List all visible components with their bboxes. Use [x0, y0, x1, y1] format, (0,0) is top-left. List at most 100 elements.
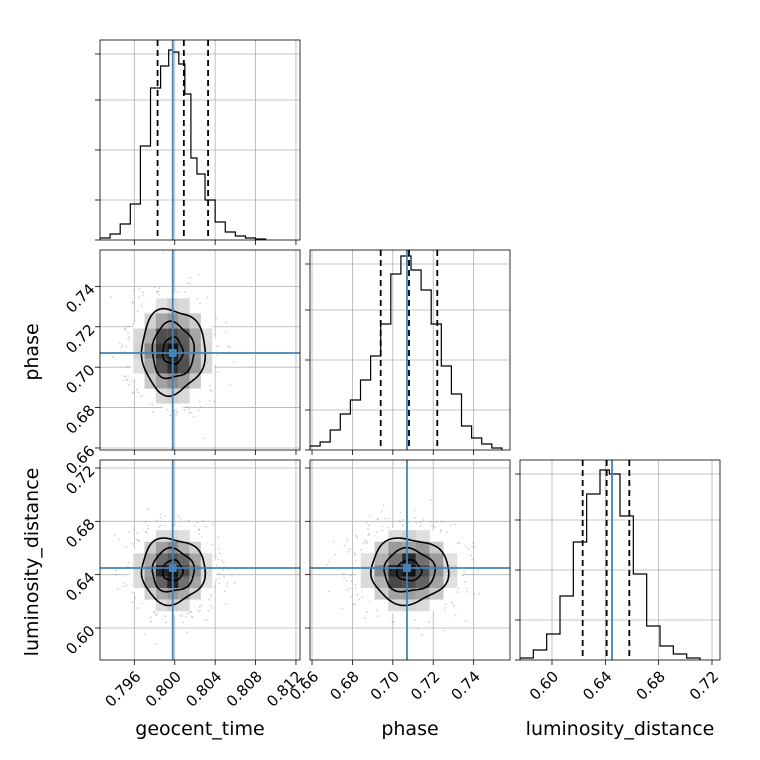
panel-geocent-time-vs-luminosity-distance-density-cell — [189, 564, 201, 577]
panel-geocent-time-vs-phase-sample-point — [124, 375, 127, 378]
panel-phase-vs-luminosity-distance-sample-point — [380, 510, 383, 513]
panel-phase-vs-luminosity-distance-sample-point — [387, 526, 390, 529]
panel-geocent-time-vs-luminosity-distance-density-cell — [178, 576, 190, 589]
panel-geocent-time-vs-phase-sample-point — [128, 336, 131, 338]
panel-geocent-time-vs-luminosity-distance-sample-point — [222, 568, 224, 571]
panel-geocent-time-vs-luminosity-distance-sample-point — [223, 575, 225, 578]
panel-geocent-time-vs-luminosity-distance-sample-point — [182, 621, 185, 624]
panel-phase-vs-luminosity-distance-sample-point — [439, 528, 442, 531]
panel-phase-vs-luminosity-distance-sample-point — [352, 603, 355, 606]
hist-luminosity-distance-frame — [519, 459, 721, 661]
panel-phase-vs-luminosity-distance-density-cell — [388, 576, 403, 589]
panel-geocent-time-vs-luminosity-distance-sample-point — [136, 532, 139, 534]
panel-geocent-time-vs-phase-sample-point — [208, 399, 211, 402]
panel-phase-vs-luminosity-distance-sample-point — [477, 569, 480, 572]
panel-phase-vs-luminosity-distance-density-cell — [374, 541, 389, 554]
panel-geocent-time-vs-phase-density-cell — [178, 343, 190, 359]
panel-geocent-time-vs-luminosity-distance-sample-point — [201, 520, 204, 522]
panel-phase-vs-luminosity-distance-sample-point — [326, 563, 328, 566]
panel-phase-vs-luminosity-distance-sample-point — [398, 520, 401, 523]
panel-phase-vs-luminosity-distance-density-cell — [388, 530, 403, 542]
panel-phase-vs-luminosity-distance-sample-point — [366, 611, 369, 614]
panel-phase-vs-luminosity-distance-sample-point — [453, 523, 456, 525]
panel-phase-vs-luminosity-distance-sample-point — [361, 596, 364, 599]
panel-phase-vs-luminosity-distance-density-cell — [443, 576, 458, 589]
panel-geocent-time-vs-phase-sample-point — [123, 375, 125, 377]
panel-geocent-time-vs-phase-sample-point — [126, 378, 129, 381]
panel-phase-vs-luminosity-distance-sample-point — [367, 534, 370, 536]
panel-phase-vs-luminosity-distance-density-cell — [415, 588, 430, 600]
panel-geocent-time-vs-luminosity-distance-sample-point — [177, 514, 180, 517]
panel-geocent-time-vs-phase-sample-point — [125, 345, 128, 348]
panel-phase-vs-luminosity-distance-sample-point — [439, 530, 442, 533]
panel-phase-vs-luminosity-distance-sample-point — [399, 511, 402, 514]
panel-phase-vs-luminosity-distance-density-cell — [360, 564, 375, 577]
panel-geocent-time-vs-phase-sample-point — [123, 328, 126, 330]
panel-geocent-time-vs-phase-sample-point — [189, 412, 192, 415]
panel-geocent-time-vs-luminosity-distance-sample-point — [190, 615, 193, 618]
panel-geocent-time-vs-luminosity-distance-sample-point — [185, 616, 188, 619]
panel-geocent-time-vs-luminosity-distance-sample-point — [164, 615, 167, 618]
panel-geocent-time-vs-luminosity-distance-density-cell — [133, 576, 145, 589]
panel-phase-vs-luminosity-distance-sample-point — [354, 583, 357, 586]
panel-phase-vs-luminosity-distance-sample-point — [435, 520, 438, 523]
panel-geocent-time-vs-phase-density-cell — [189, 328, 201, 344]
panel-geocent-time-vs-luminosity-distance-sample-point — [154, 643, 157, 646]
panel-geocent-time-vs-luminosity-distance-sample-point — [211, 523, 214, 525]
panel-geocent-time-vs-luminosity-distance-sample-point — [113, 534, 116, 536]
hist-phase-frame — [309, 249, 511, 451]
panel-phase-vs-luminosity-distance-sample-point — [334, 553, 337, 556]
panel-phase-vs-luminosity-distance-sample-point — [463, 570, 466, 573]
panel-geocent-time-vs-phase-sample-point — [127, 332, 129, 334]
panel-geocent-time-vs-phase-sample-point — [169, 414, 172, 417]
panel-geocent-time-vs-luminosity-distance-density-cell — [200, 576, 213, 589]
panel-geocent-time-vs-phase-density-cell — [189, 358, 201, 374]
panel-phase-vs-luminosity-distance-sample-point — [346, 588, 348, 591]
panel-phase-vs-luminosity-distance-sample-point — [355, 559, 357, 562]
panel-phase-vs-luminosity-distance-sample-point — [458, 542, 461, 544]
panel-phase-vs-luminosity-distance-sample-point — [456, 591, 459, 594]
panel-geocent-time-vs-luminosity-distance-density-cell — [144, 541, 156, 554]
panel-geocent-time-vs-luminosity-distance-sample-point — [131, 542, 134, 545]
panel-geocent-time-vs-luminosity-distance-sample-point — [220, 559, 223, 562]
panel-phase-vs-luminosity-distance-density-cell — [415, 530, 430, 542]
panel-phase-vs-luminosity-distance-sample-point — [346, 540, 348, 543]
panel-phase-vs-luminosity-distance-density-cell — [388, 588, 403, 600]
panel-geocent-time-vs-luminosity-distance-sample-point — [208, 598, 211, 601]
panel-geocent-time-vs-phase-sample-point — [227, 345, 230, 348]
panel-phase-vs-luminosity-distance-density-cell — [388, 599, 403, 612]
panel-geocent-time-vs-phase-sample-point — [126, 378, 128, 381]
panel-phase-vs-luminosity-distance-density-cell — [402, 576, 416, 589]
panel-phase-vs-luminosity-distance-sample-point — [381, 525, 384, 528]
panel-phase-vs-luminosity-distance-sample-point — [360, 548, 362, 551]
panel-phase-vs-luminosity-distance-sample-point — [368, 533, 370, 535]
panel-phase-vs-luminosity-distance-density-cell — [388, 553, 403, 565]
panel-geocent-time-vs-luminosity-distance-sample-point — [218, 552, 221, 555]
panel-phase-vs-luminosity-distance-sample-point — [454, 614, 457, 617]
panel-geocent-time-vs-luminosity-distance-sample-point — [198, 529, 200, 531]
panel-geocent-time-vs-luminosity-distance-sample-point — [156, 519, 159, 522]
panel-geocent-time-vs-luminosity-distance-sample-point — [157, 526, 160, 528]
y-axis-label-phase: phase — [21, 323, 43, 380]
panel-geocent-time-vs-luminosity-distance-sample-point — [131, 591, 134, 594]
panel-geocent-time-vs-phase-sample-point — [198, 400, 201, 403]
panel-geocent-time-vs-phase-sample-point — [157, 291, 160, 293]
panel-geocent-time-vs-phase-sample-point — [175, 409, 177, 411]
panel-geocent-time-vs-luminosity-distance-truth-marker — [168, 564, 177, 572]
panel-phase-vs-luminosity-distance-sample-point — [441, 520, 443, 523]
panel-phase-vs-luminosity-distance-density-cell — [402, 530, 416, 542]
panel-geocent-time-vs-phase-sample-point — [156, 290, 159, 293]
panel-phase-vs-luminosity-distance-density-cell — [360, 553, 375, 565]
panel-geocent-time-vs-phase-sample-point — [151, 403, 154, 406]
panel-geocent-time-vs-phase-contour-0 — [161, 336, 185, 365]
panel-geocent-time-vs-phase-sample-point — [158, 287, 161, 290]
panel-geocent-time-vs-phase-sample-point — [166, 408, 169, 411]
panel-phase-vs-luminosity-distance-sample-point — [470, 554, 472, 557]
panel-geocent-time-vs-phase-sample-point — [208, 384, 211, 387]
panel-phase-vs-luminosity-distance-frame — [309, 459, 511, 661]
panel-phase-vs-luminosity-distance-content — [310, 460, 510, 660]
panel-geocent-time-vs-luminosity-distance-density-cell — [144, 553, 156, 565]
panel-geocent-time-vs-phase-density-cell — [155, 328, 168, 344]
panel-geocent-time-vs-phase-sample-point — [131, 392, 134, 394]
panel-geocent-time-vs-phase-sample-point — [229, 384, 232, 386]
